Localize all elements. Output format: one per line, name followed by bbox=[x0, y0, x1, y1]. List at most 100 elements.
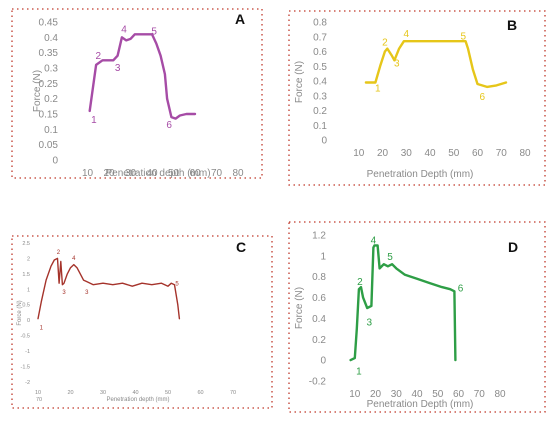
panel-b-xtick-label: 20 bbox=[377, 148, 389, 159]
panel-a-point-label-1: 1 bbox=[91, 115, 97, 126]
panel-b-ytick-label: 0.6 bbox=[313, 47, 327, 58]
panel-c-ytick-label: 2.5 bbox=[22, 241, 30, 247]
panel-c-xtick-extra-label: 70 bbox=[36, 397, 42, 403]
panel-c-xtick-label: 60 bbox=[197, 390, 203, 396]
panel-d-ytick-label: 0.8 bbox=[312, 272, 326, 283]
panel-d-ytick-label: 0.4 bbox=[312, 314, 326, 325]
panel-a-ytick-label: 0.45 bbox=[39, 18, 59, 29]
panel-d-xtick-label: 60 bbox=[453, 389, 465, 400]
panel-a-ytick-label: 0.25 bbox=[39, 79, 59, 90]
panel-a-xtick-label: 10 bbox=[82, 168, 94, 179]
panel-d-y-axis-label: Force (N) bbox=[294, 287, 305, 329]
panel-b-xtick-label: 70 bbox=[496, 148, 508, 159]
panel-b-ytick-label: 0.2 bbox=[313, 106, 327, 117]
panel-b-ytick-label: 0 bbox=[321, 136, 327, 147]
panel-a-border bbox=[11, 8, 263, 179]
panel-d-border bbox=[288, 221, 546, 413]
panel-d-ytick-label: 1.2 bbox=[312, 231, 326, 242]
panel-d-point-label-1: 1 bbox=[356, 367, 362, 378]
panel-a-xtick-label: 40 bbox=[146, 168, 158, 179]
panel-a-letter: A bbox=[235, 11, 245, 27]
panel-a-ytick-label: 0.05 bbox=[39, 140, 59, 151]
panel-a-point-label-4: 4 bbox=[121, 25, 127, 36]
panel-c-xtick-label: 40 bbox=[132, 390, 138, 396]
panel-d-xtick-label: 50 bbox=[432, 389, 444, 400]
panel-b-xtick-label: 50 bbox=[448, 148, 460, 159]
panel-d-ytick-label: 0 bbox=[320, 356, 326, 367]
panel-b-letter: B bbox=[507, 17, 517, 33]
panel-a-y-axis-label: Force (N) bbox=[32, 70, 43, 112]
panel-c-point-label-3: 3 bbox=[62, 290, 66, 296]
panel-c-ytick-label: -2 bbox=[25, 380, 30, 386]
panel-d-xtick-label: 10 bbox=[349, 389, 361, 400]
panel-d-point-label-3: 3 bbox=[366, 318, 372, 329]
panel-a-ytick-label: 0.4 bbox=[44, 33, 58, 44]
panel-a-ytick-label: 0.15 bbox=[39, 110, 59, 121]
panel-b-ytick-label: 0.8 bbox=[313, 18, 327, 29]
panel-a-xtick-label: 80 bbox=[232, 168, 244, 179]
panel-d-xtick-label: 40 bbox=[411, 389, 423, 400]
panel-d-x-axis-label: Penetration Depth (mm) bbox=[367, 399, 474, 410]
panel-c-ytick-label: 0.5 bbox=[22, 303, 30, 309]
panel-b-point-label-1: 1 bbox=[375, 83, 381, 94]
panel-b-point-label-5: 5 bbox=[460, 32, 466, 43]
panel-b-xtick-label: 80 bbox=[519, 148, 531, 159]
panel-b-data-line bbox=[364, 40, 508, 89]
panel-c-ytick-label: 2 bbox=[27, 256, 30, 262]
panel-c-xtick-label: 30 bbox=[100, 390, 106, 396]
panel-c-point-label-2: 2 bbox=[57, 250, 61, 256]
panel-c-xtick-label: 10 bbox=[35, 390, 41, 396]
panel-a-point-label-5: 5 bbox=[151, 26, 157, 37]
panel-b-ytick-label: 0.3 bbox=[313, 91, 327, 102]
panel-c-ytick-label: 0 bbox=[27, 318, 30, 324]
panel-c-ytick-label: 1.5 bbox=[22, 272, 30, 278]
panel-d-xtick-label: 80 bbox=[494, 389, 506, 400]
panel-b-point-label-2: 2 bbox=[382, 38, 388, 49]
panel-b-ytick-label: 0.5 bbox=[313, 62, 327, 73]
panel-b-xtick-label: 10 bbox=[353, 148, 365, 159]
panel-a-ytick-label: 0 bbox=[52, 156, 58, 167]
panel-a-point-label-2: 2 bbox=[95, 51, 101, 62]
panel-d-point-label-6: 6 bbox=[458, 283, 464, 294]
panel-a-ytick-label: 0.35 bbox=[39, 48, 59, 59]
panel-d-letter: D bbox=[508, 239, 518, 255]
panel-a-xtick-label: 30 bbox=[125, 168, 137, 179]
panel-c-xtick-label: 20 bbox=[67, 390, 73, 396]
panel-c-ytick-label: -1 bbox=[25, 349, 30, 355]
panel-d-ytick-label: 0.2 bbox=[312, 335, 326, 346]
panel-d-point-label-4: 4 bbox=[371, 235, 377, 246]
panel-c-point-label-4: 4 bbox=[72, 256, 76, 262]
panel-c-ytick-label: -1.5 bbox=[21, 364, 30, 370]
panel-d-ytick-label: 0.6 bbox=[312, 293, 326, 304]
panel-d-xtick-label: 30 bbox=[391, 389, 403, 400]
panel-a-ytick-label: 0.2 bbox=[44, 94, 58, 105]
panel-a-ytick-label: 0.3 bbox=[44, 64, 58, 75]
panel-a-point-label-6: 6 bbox=[166, 120, 172, 131]
panel-a-data-line bbox=[88, 33, 197, 120]
panel-c-x-axis-label: Penetration depth (mm) bbox=[106, 397, 169, 403]
panel-a-x-axis-label: Penetration depth (mm) bbox=[105, 168, 210, 179]
panel-b-xtick-label: 40 bbox=[424, 148, 436, 159]
panel-b-ytick-label: 0.4 bbox=[313, 77, 327, 88]
panel-b-y-axis-label: Force (N) bbox=[294, 61, 305, 103]
panel-b-point-label-6: 6 bbox=[479, 92, 485, 103]
panel-c-ytick-label: 1 bbox=[27, 287, 30, 293]
panel-a-ytick-label: 0.1 bbox=[44, 125, 58, 136]
panel-a-xtick-label: 70 bbox=[211, 168, 223, 179]
panel-c-point-label-3: 3 bbox=[85, 290, 89, 296]
panel-a-xtick-label: 50 bbox=[168, 168, 180, 179]
panel-b-ytick-label: 0.1 bbox=[313, 121, 327, 132]
panel-d-point-label-5: 5 bbox=[387, 252, 393, 263]
panel-c-ytick-label: -0.5 bbox=[21, 334, 30, 340]
panel-b-x-axis-label: Penetration Depth (mm) bbox=[367, 169, 474, 180]
panel-c-xtick-label: 50 bbox=[165, 390, 171, 396]
panel-d-point-label-2: 2 bbox=[357, 277, 363, 288]
panel-c-border bbox=[11, 235, 273, 409]
panel-d-ytick-label: 1 bbox=[320, 251, 326, 262]
panel-b-xtick-label: 30 bbox=[401, 148, 413, 159]
panel-d-xtick-label: 70 bbox=[474, 389, 486, 400]
panel-d-data-line bbox=[349, 244, 457, 362]
panel-b-xtick-label: 60 bbox=[472, 148, 484, 159]
panel-d-ytick-label: -0.2 bbox=[309, 377, 327, 388]
panel-c-letter: C bbox=[236, 239, 246, 255]
